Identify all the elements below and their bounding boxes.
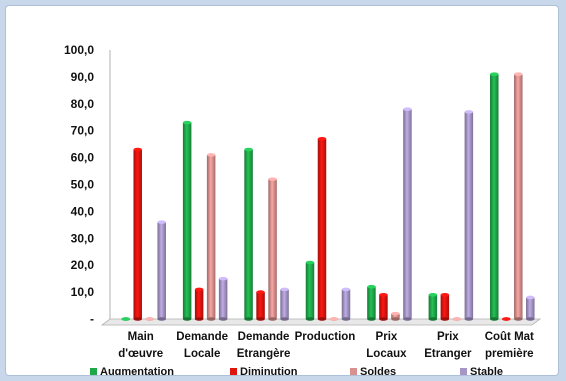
bar	[182, 120, 192, 321]
bar	[268, 177, 277, 321]
bar	[194, 287, 204, 321]
x-category-label: Production	[295, 331, 356, 343]
y-tick-label: 50,0	[71, 178, 95, 192]
legend-item: Augmentation	[90, 366, 174, 375]
x-category-label: Demande Locale	[176, 331, 228, 360]
y-tick-label: 70,0	[71, 124, 95, 138]
bar	[464, 110, 474, 321]
legend-item: Soldes	[350, 366, 396, 375]
bar	[403, 107, 412, 321]
y-tick-label: 10,0	[71, 285, 95, 299]
bar	[218, 276, 228, 321]
bar	[490, 72, 499, 321]
chart-frame: - 10,0 20,0 30,0 40,0 50,0 60,0 70,0 80,0 90,0 100…	[6, 6, 558, 375]
y-tick-label: 20,0	[71, 258, 95, 272]
bar	[502, 317, 511, 321]
bar	[379, 292, 388, 321]
bar	[244, 147, 253, 321]
y-tick-label: 60,0	[71, 151, 95, 165]
bar	[305, 260, 315, 321]
axis-layer: - 10,0 20,0 30,0 40,0 50,0 60,0 70,0 80,0 90,0 100…	[64, 43, 542, 326]
legend-label: Diminution	[240, 366, 298, 375]
bar	[121, 317, 130, 321]
bar	[526, 295, 535, 321]
legend-swatch	[350, 368, 357, 375]
bar	[280, 287, 289, 321]
bar	[391, 311, 400, 321]
y-tick-label: 80,0	[71, 97, 95, 111]
x-category-label: Prix Etranger	[424, 331, 472, 360]
bar	[256, 290, 265, 321]
bar	[452, 317, 462, 321]
bar	[133, 147, 142, 321]
y-tick-label: 40,0	[71, 204, 95, 218]
y-tick-label: 30,0	[71, 231, 95, 245]
x-category-label: Demande Etrangère	[237, 331, 291, 360]
x-category-label: Prix Locaux	[366, 331, 407, 360]
bar	[157, 220, 166, 321]
bar	[145, 317, 154, 321]
y-tick-label: 100,0	[64, 43, 94, 57]
y-tick-label: -	[90, 312, 94, 326]
bar	[367, 284, 376, 321]
legend-swatch	[460, 368, 467, 375]
bar	[206, 153, 216, 321]
legend-label: Soldes	[360, 366, 396, 375]
bar	[514, 72, 523, 321]
legend-item: Stable	[460, 366, 503, 375]
bar	[329, 317, 339, 321]
legend-swatch	[90, 368, 97, 375]
category-labels: Main d'œuvre Demande Locale Demande Etrangère…	[118, 331, 534, 360]
bars-layer	[121, 72, 535, 321]
bar-chart: - 10,0 20,0 30,0 40,0 50,0 60,0 70,0 80,0 90,0 100…	[64, 43, 542, 375]
legend: Augmentation Diminution Soldes Stable	[90, 366, 503, 375]
legend-item: Diminution	[230, 366, 298, 375]
x-category-label: Coût Mat première	[485, 331, 534, 360]
bar	[440, 292, 450, 321]
x-category-label: Main d'œuvre	[118, 331, 163, 360]
bar	[317, 136, 327, 321]
legend-label: Stable	[470, 366, 503, 375]
y-tick-label: 90,0	[71, 70, 95, 84]
bar	[341, 287, 351, 321]
bar	[428, 292, 438, 321]
legend-label: Augmentation	[100, 366, 174, 375]
legend-swatch	[230, 368, 237, 375]
